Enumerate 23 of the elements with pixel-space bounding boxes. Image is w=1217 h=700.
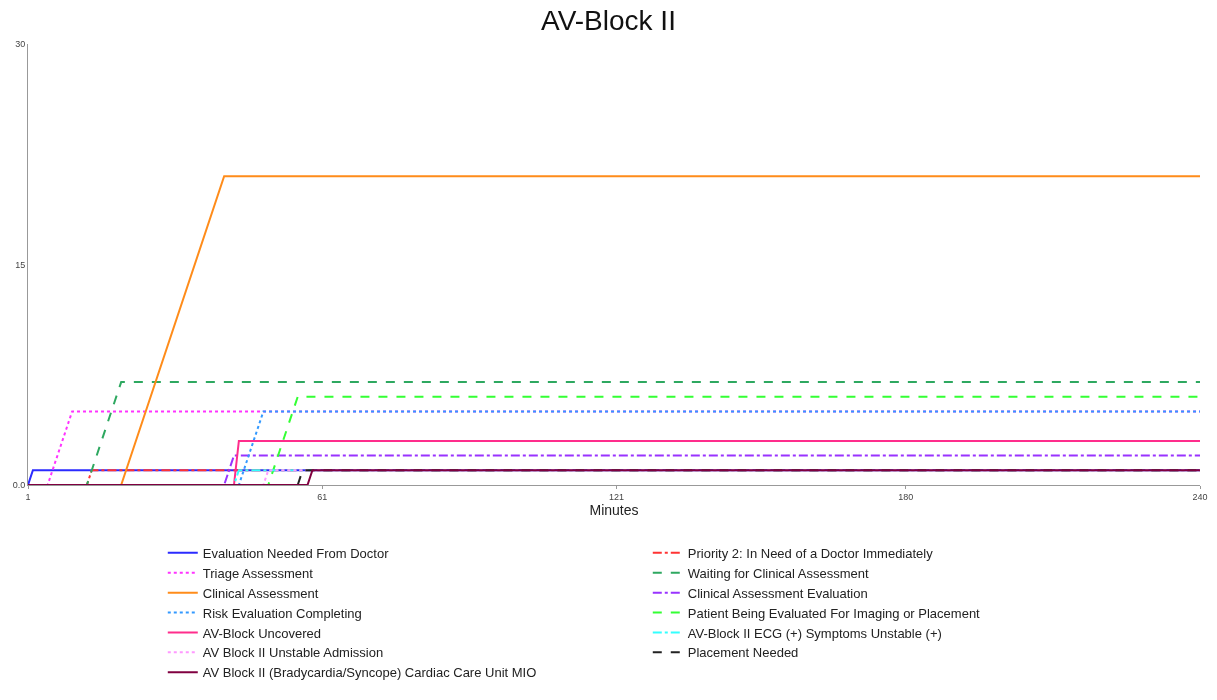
legend-label: Placement Needed bbox=[687, 645, 799, 661]
y-tick-label: 15 bbox=[15, 259, 26, 270]
chart-title: AV-Block II bbox=[541, 5, 676, 37]
legend-label: Risk Evaluation Completing bbox=[202, 605, 362, 621]
legend-label: Evaluation Needed From Doctor bbox=[202, 545, 390, 561]
legend-label: AV-Block Uncovered bbox=[202, 625, 322, 641]
legend-label: AV-Block II ECG (+) Symptoms Unstable (+) bbox=[687, 625, 942, 641]
legend-label: Clinical Assessment bbox=[202, 585, 319, 601]
y-tick-label: 30 bbox=[15, 39, 26, 50]
legend-label: Waiting for Clinical Assessment bbox=[687, 565, 870, 581]
legend-label: AV Block II Unstable Admission bbox=[202, 645, 384, 661]
legend-label: Priority 2: In Need of a Doctor Immediately bbox=[687, 545, 934, 561]
x-axis-title: Minutes bbox=[589, 502, 639, 519]
y-tick-label: 0.0 bbox=[12, 480, 26, 491]
x-tick-label: 61 bbox=[317, 491, 328, 502]
x-tick-label: 180 bbox=[898, 491, 914, 502]
legend-label: Clinical Assessment Evaluation bbox=[687, 585, 868, 601]
legend-label: AV Block II (Bradycardia/Syncope) Cardiac Care Unit MIO bbox=[202, 665, 537, 681]
x-tick-label: 240 bbox=[1192, 491, 1208, 502]
x-tick-label: 121 bbox=[608, 491, 624, 502]
legend-label: Patient Being Evaluated For Imaging or Placement bbox=[687, 605, 981, 621]
x-tick-label: 1 bbox=[25, 491, 31, 502]
legend-label: Triage Assessment bbox=[202, 565, 314, 581]
